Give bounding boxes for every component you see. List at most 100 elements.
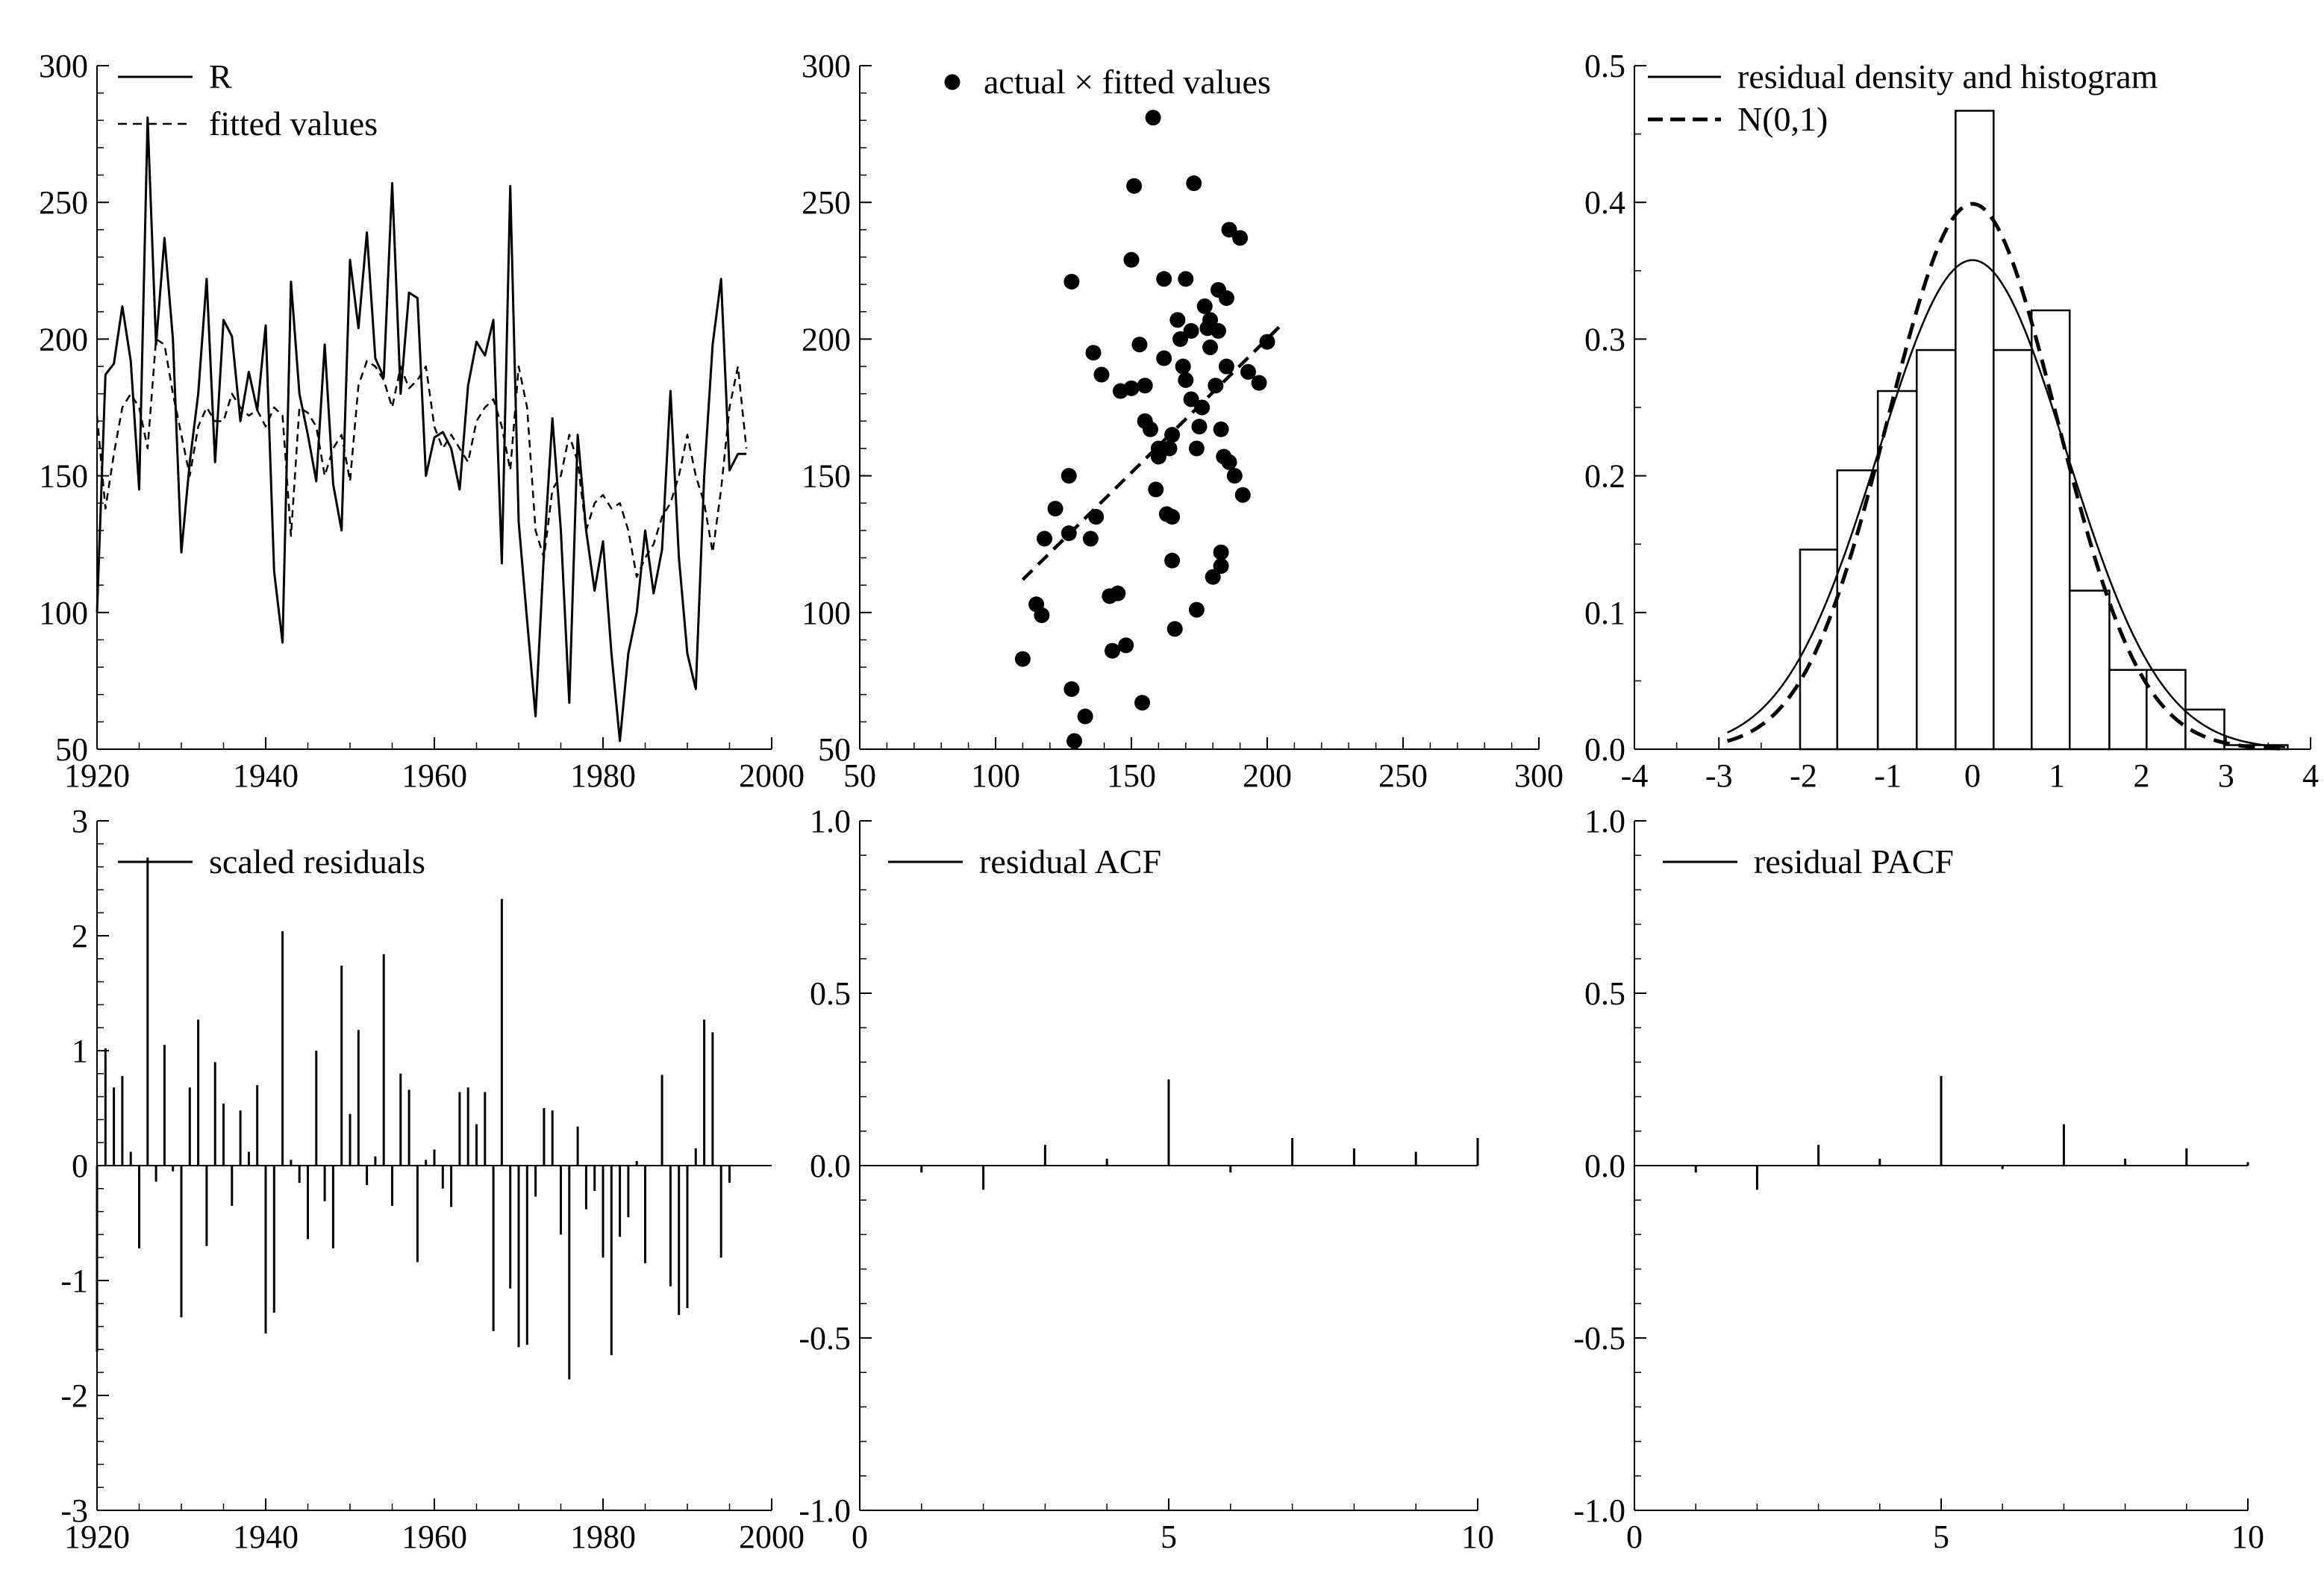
scatter-point <box>1145 110 1161 126</box>
scatter-point <box>1061 468 1077 484</box>
scatter-point <box>1183 322 1199 339</box>
x-tick-label: 3 <box>2218 757 2234 794</box>
scatter-point <box>1232 230 1249 246</box>
histogram-bar <box>1836 469 1879 751</box>
panel-residual-density-histogram: -4 -3 -2 -1 0 1 2 3 4 0.0 0.1 0.2 0.3 0.4 0.5 residual … <box>1584 48 2319 794</box>
y-tick-label: -0.5 <box>799 1320 851 1357</box>
scatter-point <box>1218 358 1234 375</box>
x-tick-label: 1940 <box>233 1519 299 1555</box>
scatter-point <box>1259 334 1275 350</box>
y-tick-label: 0.5 <box>1584 975 1625 1012</box>
legend-label: fitted values <box>209 104 378 143</box>
y-tick-label: 0.2 <box>1584 458 1625 495</box>
x-tick-label: 1 <box>2049 757 2065 794</box>
scatter-point <box>1169 312 1186 328</box>
legend-label: scaled residuals <box>209 842 425 881</box>
x-tick-label: 1940 <box>233 757 299 794</box>
y-tick-label: 300 <box>39 48 88 84</box>
scatter-point <box>1123 251 1140 268</box>
scatter-point <box>1202 312 1219 328</box>
x-tick-label: 2000 <box>739 1519 805 1555</box>
scatter-point <box>1175 358 1191 375</box>
histogram-bar <box>2223 744 2289 751</box>
scatter-point <box>1164 552 1181 569</box>
scatter-point <box>1196 298 1213 314</box>
scatter-point <box>1221 222 1237 238</box>
y-tick-label: 150 <box>39 458 88 495</box>
panel-residual-pacf: 0 5 10 -1.0 -0.5 0.0 0.5 1.0 residual PACF <box>1573 803 2264 1555</box>
x-tick-label: 5 <box>1161 1519 1177 1555</box>
y-tick-label: 150 <box>802 458 851 495</box>
y-tick-label: -2 <box>60 1378 88 1414</box>
scatter-point <box>1123 380 1140 396</box>
scatter-point <box>1137 378 1153 394</box>
scatter-point <box>1161 440 1178 457</box>
scatter-point <box>1218 290 1234 306</box>
scatter-point <box>1148 481 1164 498</box>
y-tick-label: -1.0 <box>1573 1492 1625 1529</box>
scatter-point <box>1164 509 1181 525</box>
scatter-point <box>1183 391 1199 407</box>
series-line-R <box>96 116 747 742</box>
y-tick-label: 1.0 <box>1584 803 1625 839</box>
y-tick-label: 0.1 <box>1584 595 1625 631</box>
y-tick-label: 200 <box>39 321 88 357</box>
histogram-bar <box>1916 348 1957 751</box>
y-tick-label: 0.4 <box>1584 184 1625 221</box>
scatter-point <box>1150 440 1166 457</box>
y-tick-label: -0.5 <box>1573 1320 1625 1357</box>
x-tick-label: -3 <box>1705 757 1733 794</box>
x-tick-label: 1920 <box>64 1519 130 1555</box>
x-tick-label: 2 <box>2134 757 2150 794</box>
x-tick-label: 0 <box>1626 1519 1643 1555</box>
x-tick-label: -2 <box>1790 757 1817 794</box>
histogram-bar <box>1993 348 2033 751</box>
histogram-bar <box>2068 590 2111 751</box>
scatter-point <box>1186 175 1202 192</box>
scatter-point <box>1221 454 1237 470</box>
y-tick-label: -3 <box>60 1492 88 1529</box>
x-tick-label: 1980 <box>570 757 636 794</box>
y-tick-label: 1 <box>72 1033 88 1069</box>
y-tick-label: 50 <box>818 731 851 768</box>
scatter-point <box>1126 178 1143 194</box>
normal-density-curve <box>1726 201 2286 751</box>
scatter-point <box>1188 601 1205 618</box>
scatter-point <box>1118 637 1134 654</box>
panel-actual-vs-fitted-scatter: 50 100 150 200 250 300 50 100 150 200 250 300 actual… <box>802 48 1564 794</box>
panel-scaled-residuals: 1920 1940 1960 1980 2000 -3 -2 -1 0 1 2 3 scaled res… <box>60 803 805 1555</box>
y-tick-label: -1.0 <box>799 1492 851 1529</box>
y-tick-label: 0 <box>72 1148 88 1184</box>
x-tick-label: 250 <box>1378 757 1428 794</box>
scatter-point <box>1131 337 1148 353</box>
scatter-point <box>1178 372 1194 388</box>
y-tick-label: 0.0 <box>1584 731 1625 768</box>
legend-label: actual × fitted values <box>984 63 1271 101</box>
x-tick-label: -4 <box>1621 757 1649 794</box>
scatter-point <box>1014 651 1031 667</box>
scatter-point <box>1105 642 1121 659</box>
scatter-point <box>1110 585 1126 601</box>
legend-label: residual PACF <box>1754 842 1954 881</box>
scatter-point <box>1213 421 1229 437</box>
scatter-point <box>1191 419 1208 435</box>
scatter-point <box>1234 487 1251 503</box>
histogram-bar <box>1876 390 1918 751</box>
y-tick-label: 200 <box>802 321 851 357</box>
x-tick-label: 100 <box>971 757 1020 794</box>
scatter-point <box>1166 621 1183 637</box>
scatter-point <box>1085 345 1102 361</box>
y-tick-label: 0.0 <box>1584 1148 1625 1184</box>
scatter-point <box>1213 558 1229 575</box>
x-tick-label: 1960 <box>402 1519 467 1555</box>
y-tick-label: 0.5 <box>1584 48 1625 84</box>
x-tick-label: 2000 <box>739 757 805 794</box>
scatter-point <box>1226 468 1243 484</box>
y-tick-label: 100 <box>39 595 88 631</box>
x-tick-label: 1920 <box>64 757 130 794</box>
x-tick-label: -1 <box>1874 757 1902 794</box>
y-tick-label: -1 <box>60 1263 88 1299</box>
y-tick-label: 250 <box>39 184 88 221</box>
scatter-point <box>1063 681 1080 697</box>
scatter-point <box>1202 339 1219 355</box>
